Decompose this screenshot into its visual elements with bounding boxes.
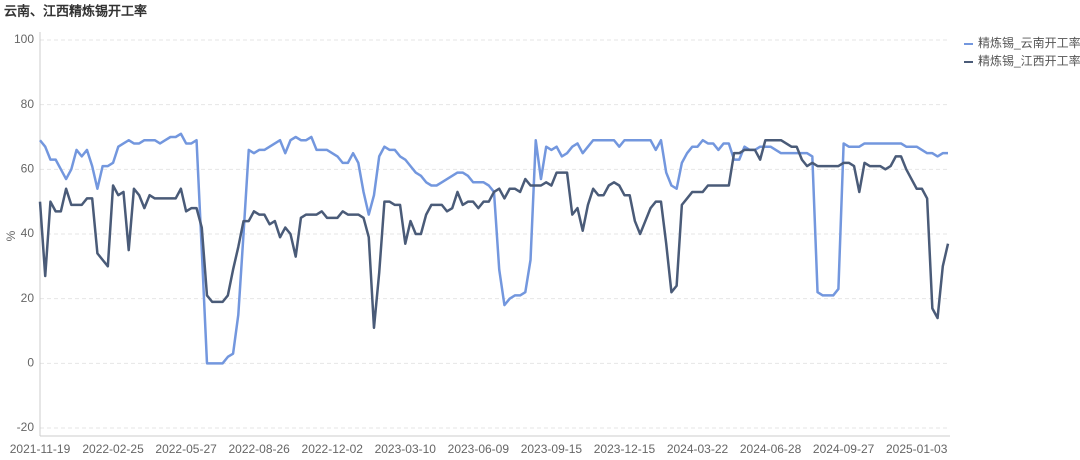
x-tick-label: 2022-02-25 (82, 442, 144, 456)
x-tick-label: 2023-06-09 (448, 442, 510, 456)
y-tick-label: 0 (27, 356, 34, 370)
x-tick-label: 2023-09-15 (521, 442, 583, 456)
y-tick-label: 20 (21, 291, 35, 305)
x-tick-label: 2024-03-22 (667, 442, 729, 456)
line-series (38, 138, 950, 330)
legend-label: 精炼锡_江西开工率 (978, 53, 1080, 68)
chart-title: 云南、江西精炼锡开工率 (4, 3, 147, 18)
x-tick-label: 2024-09-27 (813, 442, 875, 456)
x-tick-label: 2022-08-26 (228, 442, 290, 456)
line-series (39, 132, 948, 365)
y-tick-label: 40 (21, 226, 35, 240)
y-axis-label: % (4, 230, 18, 241)
x-tick-label: 2022-12-02 (302, 442, 364, 456)
x-tick-label: 2024-06-28 (740, 442, 802, 456)
x-tick-label: 2021-11-19 (10, 442, 71, 456)
y-tick-label: 80 (21, 97, 35, 111)
x-tick-label: 2023-03-10 (375, 442, 437, 456)
y-tick-label: 100 (14, 32, 34, 46)
x-tick-label: 2025-01-03 (886, 442, 948, 456)
legend-label: 精炼锡_云南开工率 (978, 35, 1080, 50)
y-tick-label: -20 (17, 420, 35, 434)
y-tick-label: 60 (21, 162, 35, 176)
x-tick-label: 2023-12-15 (594, 442, 656, 456)
x-tick-label: 2022-05-27 (155, 442, 217, 456)
